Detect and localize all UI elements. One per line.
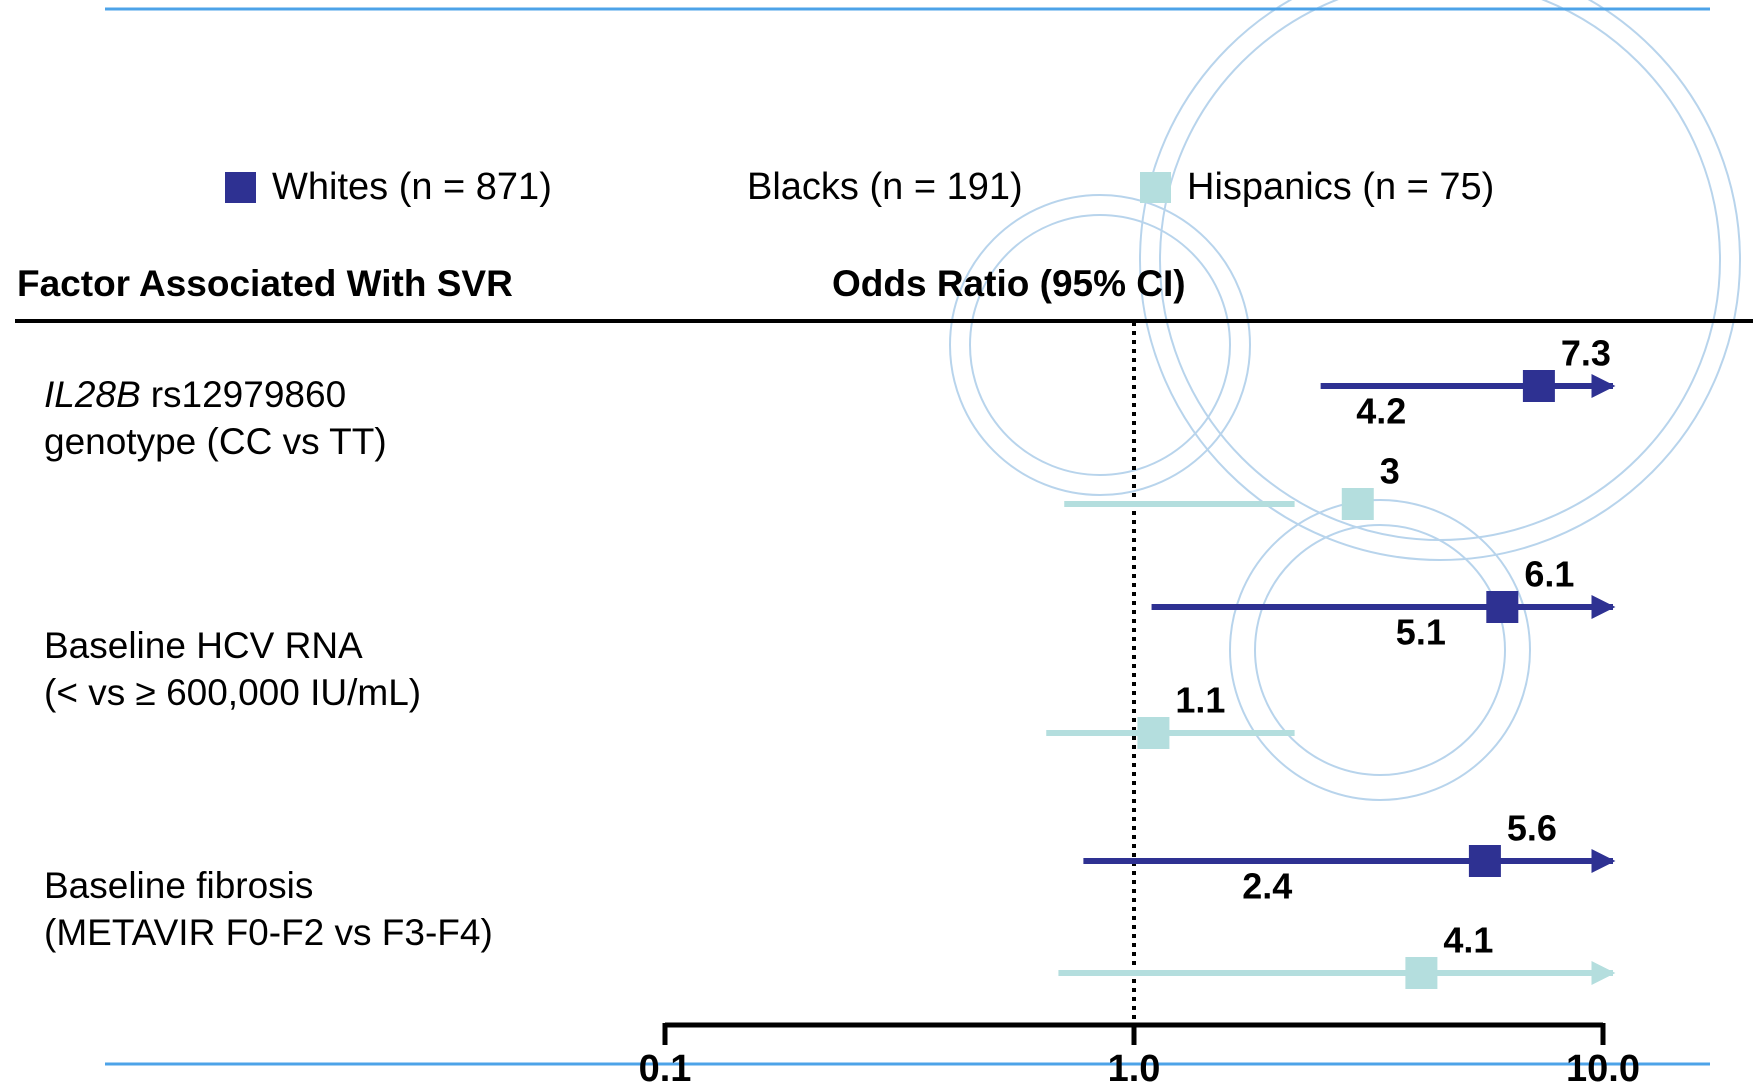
point <box>1405 957 1438 989</box>
x-tick-label: 1.0 <box>1108 1048 1161 1088</box>
point <box>1341 488 1374 520</box>
factor-text: rs12979860 <box>151 374 346 415</box>
data-label: 5.6 <box>1507 808 1557 849</box>
header-right: Odds Ratio (95% CI) <box>832 263 1186 304</box>
legend-swatch <box>225 172 256 203</box>
data-label: 2.4 <box>1242 866 1292 907</box>
data-label: 1.1 <box>1175 680 1225 721</box>
legend-swatch <box>1140 172 1171 203</box>
x-tick-label: 0.1 <box>639 1048 692 1088</box>
factor-label: genotype (CC vs TT) <box>44 421 387 462</box>
factor-italic: IL28B <box>44 374 141 415</box>
data-label: 3 <box>1380 451 1400 492</box>
data-label: 7.3 <box>1561 333 1611 374</box>
factor-label: (METAVIR F0-F2 vs F3-F4) <box>44 912 493 953</box>
legend-label: Hispanics (n = 75) <box>1187 166 1494 208</box>
data-label: 6.1 <box>1524 554 1574 595</box>
factor-label: IL28B rs12979860 <box>44 374 346 415</box>
data-label: 4.1 <box>1443 920 1493 961</box>
data-label: 5.1 <box>1396 612 1446 653</box>
factor-label: Baseline fibrosis <box>44 865 313 906</box>
legend-label: Whites (n = 871) <box>272 166 552 208</box>
legend-swatch <box>700 172 731 203</box>
header-left: Factor Associated With SVR <box>17 263 513 304</box>
watermark <box>949 0 1741 801</box>
factor-label: Baseline HCV RNA <box>44 625 363 666</box>
factor-label: (< vs ≥ 600,000 IU/mL) <box>44 672 421 713</box>
point <box>1137 717 1170 749</box>
point <box>1486 591 1519 623</box>
point <box>1522 370 1555 402</box>
legend-label: Blacks (n = 191) <box>747 166 1023 208</box>
x-tick-label: 10.0 <box>1566 1048 1640 1088</box>
data-label: 4.2 <box>1356 391 1406 432</box>
point <box>1468 845 1501 877</box>
